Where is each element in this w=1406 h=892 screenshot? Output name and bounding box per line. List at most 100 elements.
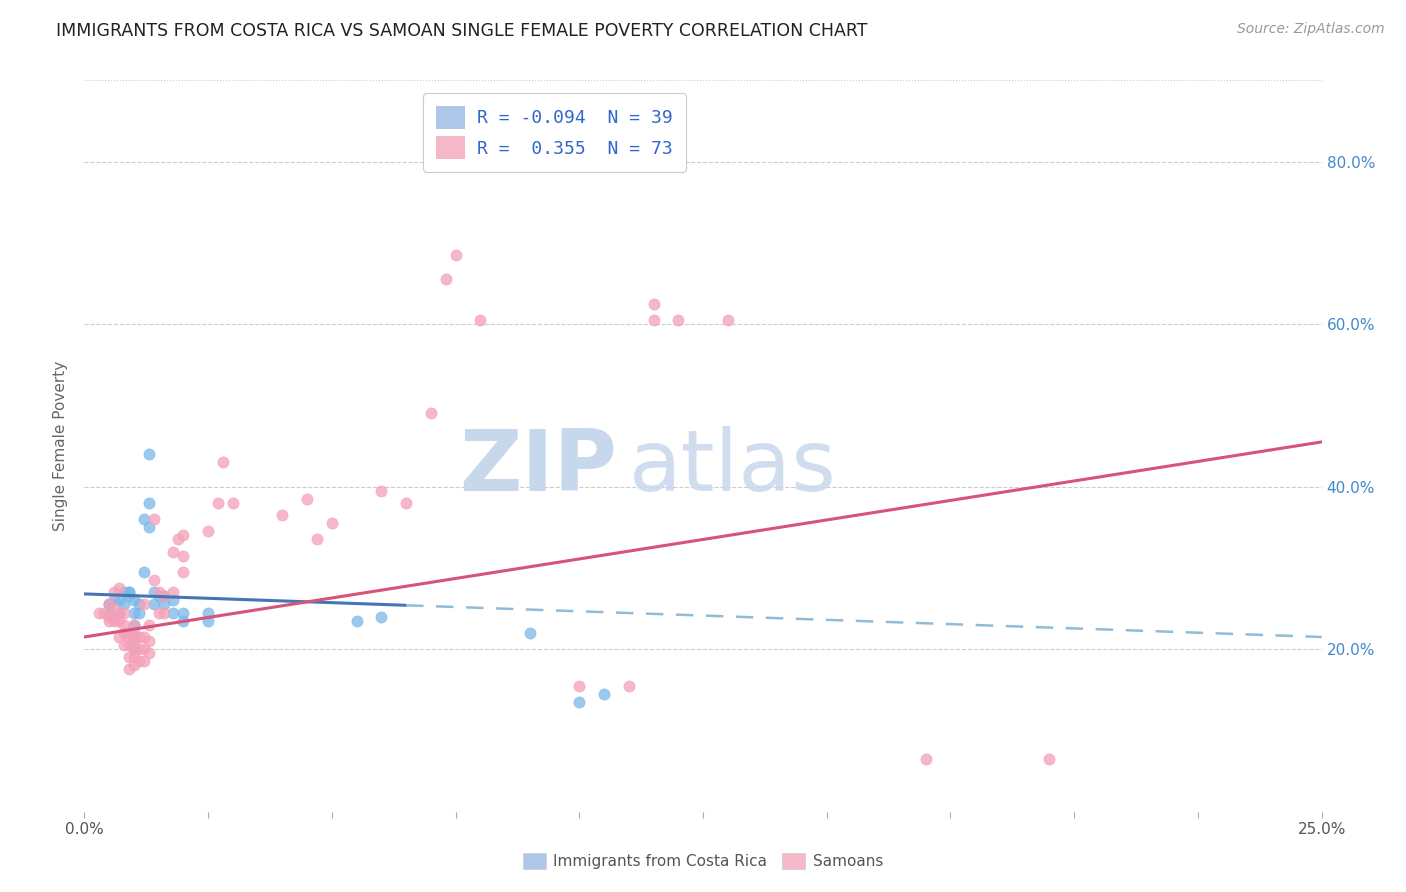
- Point: [118, 650, 141, 665]
- Point: [122, 650, 145, 665]
- Point: [152, 590, 174, 604]
- Point: [128, 630, 150, 644]
- Point: [103, 601, 125, 615]
- Point: [122, 617, 145, 632]
- Point: [98, 598, 121, 612]
- Point: [138, 617, 160, 632]
- Point: [93, 606, 115, 620]
- Point: [142, 598, 165, 612]
- Point: [128, 654, 150, 668]
- Point: [98, 598, 121, 612]
- Point: [197, 524, 219, 539]
- Point: [132, 654, 155, 668]
- Point: [148, 585, 170, 599]
- Point: [568, 679, 591, 693]
- Point: [103, 593, 125, 607]
- Point: [172, 528, 194, 542]
- Point: [162, 606, 184, 620]
- Point: [122, 617, 145, 632]
- Point: [643, 297, 665, 311]
- Text: Source: ZipAtlas.com: Source: ZipAtlas.com: [1237, 22, 1385, 37]
- Point: [434, 272, 457, 286]
- Point: [1038, 752, 1060, 766]
- Point: [122, 642, 145, 657]
- Point: [643, 313, 665, 327]
- Point: [395, 496, 418, 510]
- Point: [118, 663, 141, 677]
- Point: [138, 496, 160, 510]
- Point: [138, 634, 160, 648]
- Point: [118, 585, 141, 599]
- Point: [172, 565, 194, 579]
- Point: [132, 512, 155, 526]
- Point: [118, 590, 141, 604]
- Point: [98, 609, 121, 624]
- Point: [142, 585, 165, 599]
- Point: [112, 617, 135, 632]
- Point: [152, 598, 174, 612]
- Point: [128, 598, 150, 612]
- Point: [370, 483, 392, 498]
- Point: [122, 658, 145, 673]
- Point: [112, 598, 135, 612]
- Point: [444, 248, 467, 262]
- Point: [167, 533, 190, 547]
- Point: [212, 455, 235, 469]
- Point: [108, 606, 131, 620]
- Point: [197, 614, 219, 628]
- Point: [112, 626, 135, 640]
- Text: ZIP: ZIP: [458, 426, 616, 509]
- Point: [128, 642, 150, 657]
- Point: [122, 593, 145, 607]
- Point: [122, 626, 145, 640]
- Point: [89, 606, 111, 620]
- Point: [138, 520, 160, 534]
- Point: [108, 593, 131, 607]
- Point: [108, 581, 131, 595]
- Point: [108, 630, 131, 644]
- Point: [132, 598, 155, 612]
- Point: [152, 606, 174, 620]
- Point: [172, 606, 194, 620]
- Y-axis label: Single Female Poverty: Single Female Poverty: [53, 361, 69, 531]
- Point: [138, 646, 160, 660]
- Point: [162, 544, 184, 558]
- Point: [172, 549, 194, 563]
- Point: [98, 606, 121, 620]
- Text: IMMIGRANTS FROM COSTA RICA VS SAMOAN SINGLE FEMALE POVERTY CORRELATION CHART: IMMIGRANTS FROM COSTA RICA VS SAMOAN SIN…: [56, 22, 868, 40]
- Point: [321, 516, 343, 531]
- Point: [717, 313, 740, 327]
- Point: [122, 634, 145, 648]
- Point: [207, 496, 229, 510]
- Point: [128, 606, 150, 620]
- Point: [271, 508, 294, 522]
- Point: [142, 512, 165, 526]
- Point: [914, 752, 936, 766]
- Legend: Immigrants from Costa Rica, Samoans: Immigrants from Costa Rica, Samoans: [516, 847, 890, 875]
- Point: [148, 606, 170, 620]
- Point: [346, 614, 368, 628]
- Point: [132, 630, 155, 644]
- Point: [519, 626, 541, 640]
- Point: [617, 679, 640, 693]
- Point: [108, 614, 131, 628]
- Point: [305, 533, 328, 547]
- Point: [103, 614, 125, 628]
- Point: [142, 573, 165, 587]
- Point: [295, 491, 318, 506]
- Point: [370, 609, 392, 624]
- Point: [152, 590, 174, 604]
- Point: [122, 606, 145, 620]
- Point: [132, 642, 155, 657]
- Point: [98, 598, 121, 612]
- Point: [118, 585, 141, 599]
- Point: [103, 609, 125, 624]
- Point: [112, 638, 135, 652]
- Point: [197, 606, 219, 620]
- Point: [98, 614, 121, 628]
- Point: [666, 313, 689, 327]
- Point: [122, 630, 145, 644]
- Point: [470, 313, 492, 327]
- Point: [162, 585, 184, 599]
- Point: [112, 585, 135, 599]
